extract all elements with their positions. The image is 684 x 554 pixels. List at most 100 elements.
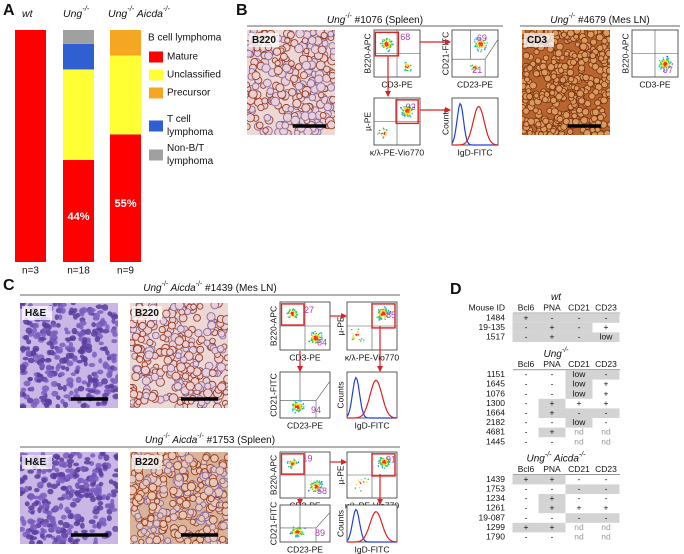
cell bbox=[140, 528, 148, 535]
event-dot bbox=[294, 459, 296, 462]
bar-segment bbox=[110, 30, 141, 56]
cell bbox=[541, 96, 549, 104]
nucleus bbox=[108, 383, 115, 389]
nucleus bbox=[85, 347, 93, 353]
cell bbox=[533, 48, 540, 55]
x-axis-label: CD3-PE bbox=[639, 79, 671, 89]
event-dot bbox=[302, 407, 305, 410]
event-dot bbox=[383, 128, 385, 131]
event-dot bbox=[296, 462, 298, 465]
event-dot bbox=[359, 481, 361, 483]
event-dot bbox=[383, 459, 385, 462]
event-dot bbox=[383, 458, 385, 461]
cell bbox=[270, 96, 281, 107]
cell bbox=[301, 103, 311, 113]
nucleus bbox=[79, 522, 85, 529]
nucleus bbox=[45, 510, 53, 516]
cell bbox=[153, 498, 161, 505]
event-dot bbox=[478, 46, 480, 49]
table-cell: low bbox=[573, 369, 587, 379]
nucleus bbox=[39, 395, 45, 400]
y-axis-label: CD21-FITC bbox=[440, 32, 450, 75]
event-dot bbox=[471, 68, 473, 70]
legend-title: B cell lymphoma bbox=[148, 33, 222, 44]
cell bbox=[222, 389, 228, 396]
table-cell: nd bbox=[574, 531, 584, 541]
nucleus bbox=[40, 390, 48, 396]
cell bbox=[602, 30, 610, 37]
event-dot bbox=[313, 490, 316, 492]
legend-label: Mature bbox=[167, 51, 199, 63]
nucleus bbox=[112, 473, 118, 478]
mouse-id: 1445 bbox=[486, 436, 505, 446]
event-dot bbox=[486, 42, 488, 44]
cell bbox=[223, 354, 228, 362]
panel-label: B bbox=[236, 2, 248, 19]
nucleus bbox=[69, 468, 75, 475]
event-dot bbox=[312, 484, 314, 486]
event-dot bbox=[293, 400, 295, 402]
event-dot bbox=[318, 332, 321, 335]
cell bbox=[566, 30, 575, 38]
nucleus bbox=[69, 390, 74, 396]
micrograph bbox=[522, 30, 610, 135]
cell bbox=[526, 130, 533, 135]
event-dot bbox=[296, 313, 299, 316]
nucleus bbox=[105, 350, 110, 356]
nucleus bbox=[76, 324, 81, 329]
nucleus bbox=[23, 334, 30, 341]
gate-percent: 85 bbox=[386, 310, 396, 320]
cell bbox=[560, 31, 568, 38]
legend-label: T cell lymphoma bbox=[167, 114, 214, 138]
cell bbox=[197, 482, 205, 489]
nucleus bbox=[31, 327, 37, 334]
nucleus bbox=[113, 526, 118, 532]
event-dot bbox=[289, 460, 292, 463]
cell bbox=[547, 63, 555, 72]
event-dot bbox=[475, 45, 477, 48]
cell bbox=[176, 362, 186, 372]
event-dot bbox=[470, 65, 472, 67]
nucleus bbox=[96, 369, 104, 375]
table-cell: - bbox=[605, 407, 608, 417]
event-dot bbox=[386, 39, 388, 42]
event-dot bbox=[360, 338, 363, 340]
event-dot bbox=[401, 108, 403, 111]
table-header: CD23 bbox=[595, 359, 617, 369]
nucleus bbox=[30, 386, 35, 392]
cell bbox=[204, 382, 212, 390]
table-header: CD23 bbox=[595, 302, 617, 312]
y-axis-label: Counts bbox=[440, 108, 450, 135]
event-dot bbox=[408, 105, 411, 107]
table-cell: - bbox=[605, 512, 608, 522]
nucleus bbox=[39, 363, 46, 369]
table-header: PNA bbox=[543, 464, 561, 474]
cell bbox=[197, 335, 206, 344]
event-dot bbox=[311, 341, 314, 343]
table-cell: + bbox=[604, 388, 609, 398]
event-dot bbox=[409, 69, 412, 72]
event-dot bbox=[660, 63, 662, 65]
nucleus bbox=[77, 477, 82, 484]
nucleus bbox=[36, 481, 44, 489]
cell bbox=[130, 389, 138, 399]
nucleus bbox=[58, 503, 64, 510]
cell bbox=[323, 65, 331, 74]
nucleus bbox=[23, 380, 31, 387]
nucleus bbox=[47, 371, 54, 379]
event-dot bbox=[287, 311, 290, 314]
cell bbox=[152, 519, 161, 528]
event-dot bbox=[383, 467, 386, 469]
nucleus bbox=[55, 323, 61, 328]
nucleus bbox=[79, 320, 87, 326]
event-dot bbox=[310, 485, 313, 487]
cell bbox=[186, 481, 197, 492]
nucleus bbox=[52, 453, 61, 459]
event-dot bbox=[377, 462, 380, 465]
cell bbox=[165, 461, 173, 469]
event-dot bbox=[291, 463, 294, 466]
nucleus bbox=[49, 516, 56, 523]
cell bbox=[196, 303, 204, 310]
nucleus bbox=[24, 501, 30, 507]
nucleus bbox=[73, 308, 78, 313]
